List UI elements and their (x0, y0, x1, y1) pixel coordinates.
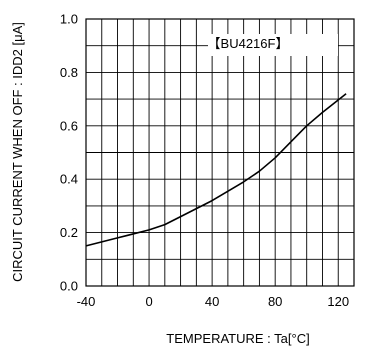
chart-grid (86, 19, 354, 286)
x-tick-label: -40 (77, 294, 96, 309)
legend: 【BU4216F】 (208, 34, 338, 56)
x-tick-label: 120 (327, 294, 349, 309)
y-tick-label: 0.0 (60, 279, 78, 294)
x-tick-label: 0 (145, 294, 152, 309)
y-tick-label: 0.4 (60, 172, 78, 187)
series-line (85, 93, 347, 247)
x-axis: -40 0 40 80 120 (77, 294, 349, 309)
legend-label: 【BU4216F】 (208, 36, 289, 51)
x-axis-title: TEMPERATURE : Ta[°C] (166, 331, 309, 346)
y-axis-title: CIRCUIT CURRENT WHEN OFF : IDD2 [μA] (10, 22, 25, 282)
plot-frame (85, 18, 355, 287)
series-group (85, 93, 347, 247)
legend-background (208, 34, 338, 56)
x-tick-label: 40 (205, 294, 219, 309)
x-tick-label: 80 (268, 294, 282, 309)
y-axis: 0.0 0.2 0.4 0.6 0.8 1.0 (60, 12, 78, 294)
y-tick-label: 1.0 (60, 12, 78, 27)
y-tick-label: 0.2 (60, 225, 78, 240)
y-tick-label: 0.6 (60, 118, 78, 133)
y-tick-label: 0.8 (60, 65, 78, 80)
